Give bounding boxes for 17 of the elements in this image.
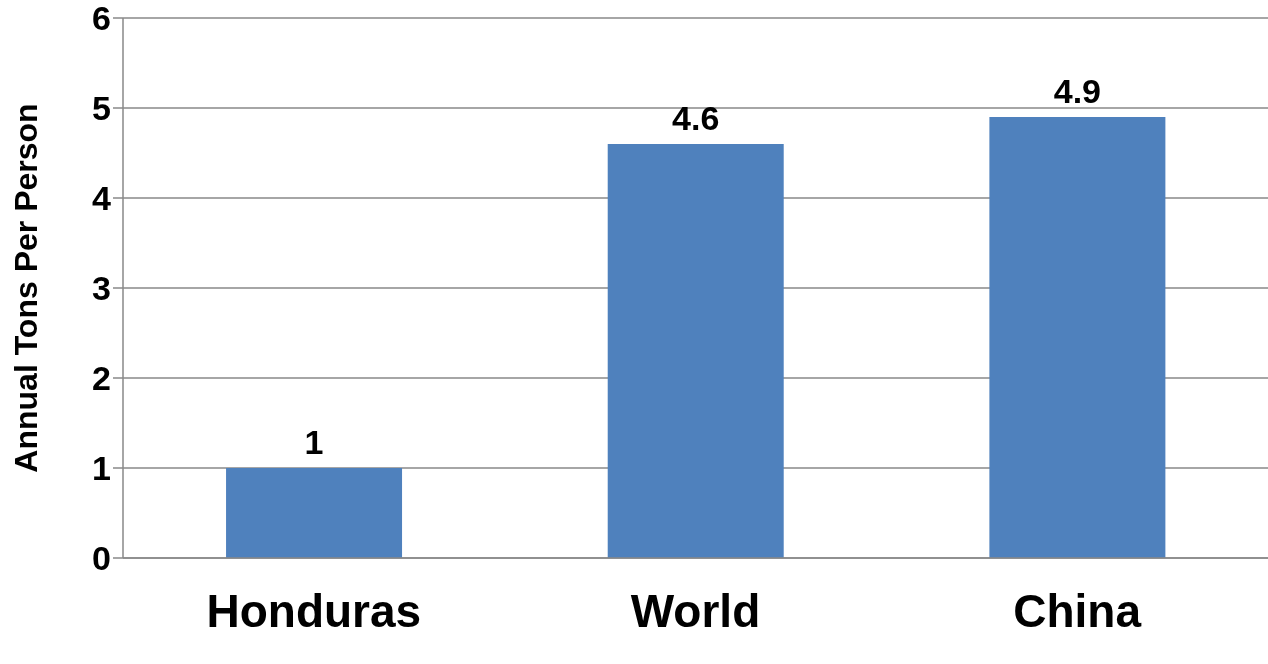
y-axis-title: Annual Tons Per Person — [8, 103, 45, 473]
x-tick-label: Honduras — [206, 584, 422, 637]
y-tick-label: 1 — [92, 449, 111, 488]
data-label: 4.6 — [672, 99, 720, 137]
y-tick-label: 4 — [92, 179, 112, 218]
y-tick-label: 2 — [92, 359, 111, 398]
bar — [607, 144, 784, 558]
y-tick-label: 6 — [92, 0, 111, 38]
y-tick-label: 5 — [92, 89, 111, 128]
y-tick-label: 0 — [92, 539, 111, 578]
x-tick-label: World — [630, 584, 761, 637]
bar — [226, 468, 403, 558]
data-label: 1 — [304, 423, 324, 461]
y-tick-label: 3 — [92, 269, 111, 308]
bar — [989, 117, 1166, 558]
x-tick-label: China — [1013, 584, 1142, 637]
data-label: 4.9 — [1053, 72, 1102, 110]
